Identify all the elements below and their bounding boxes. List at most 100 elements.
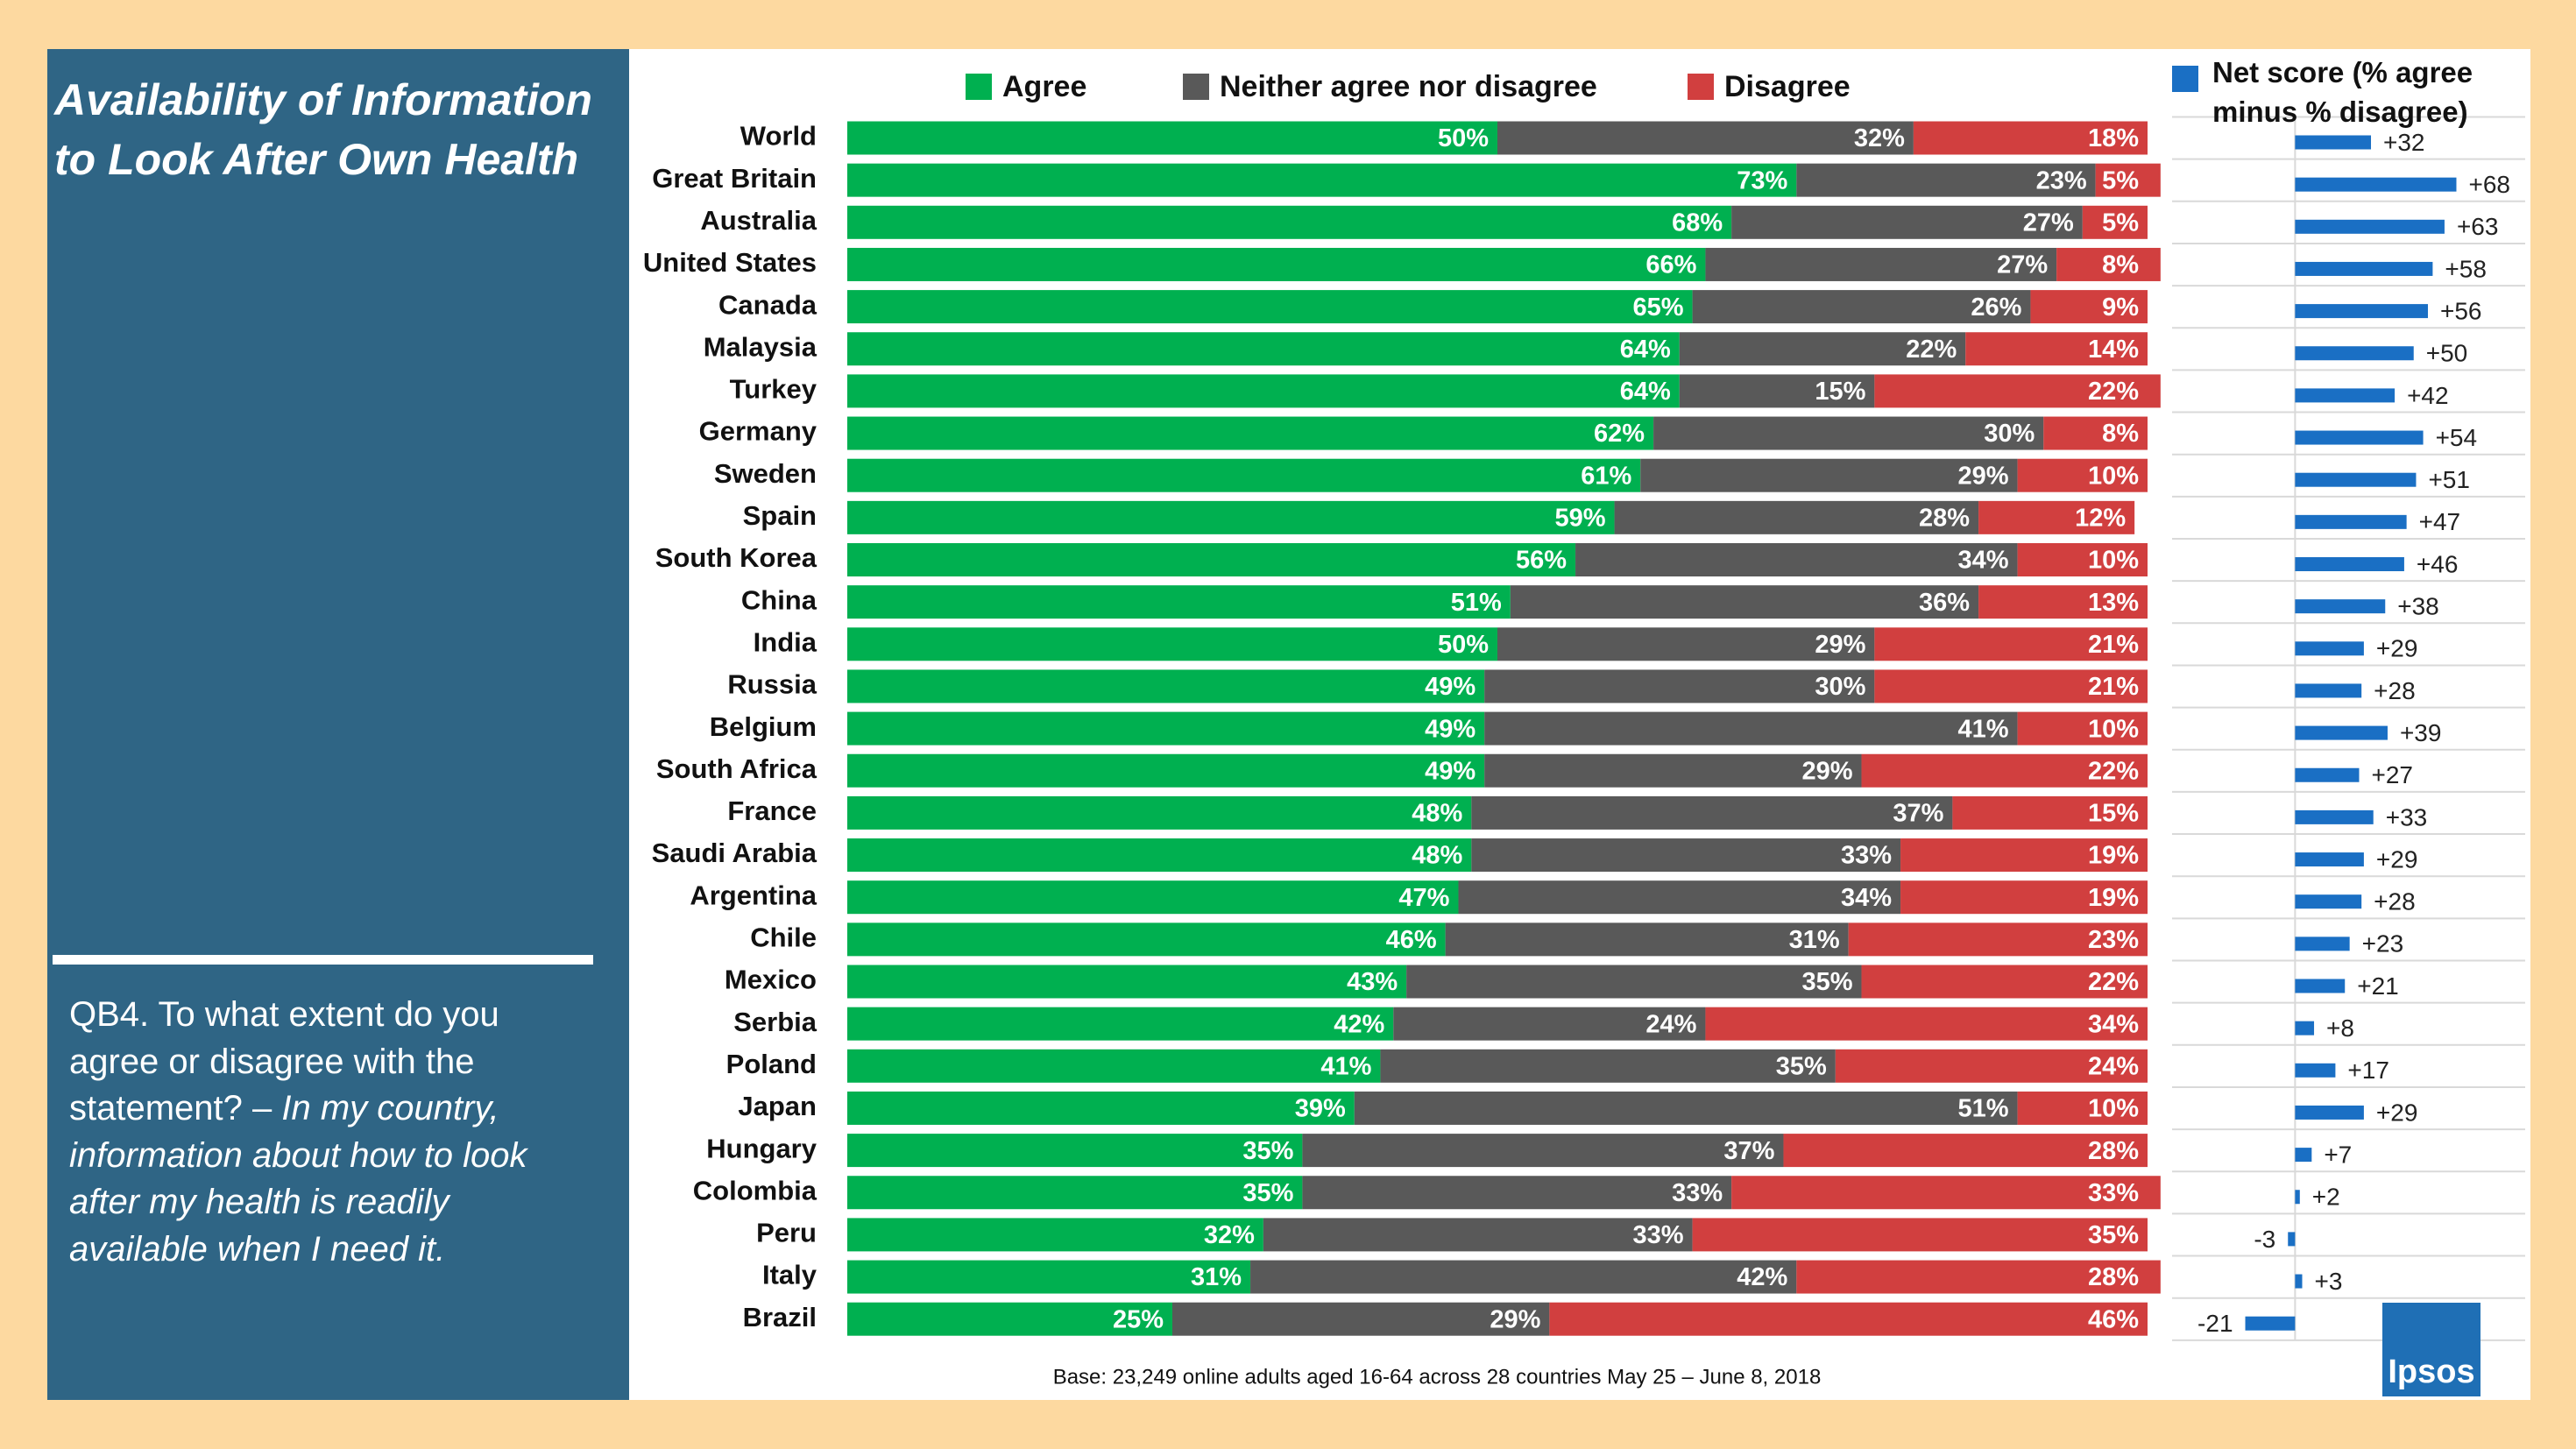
net-label: +7	[2324, 1141, 2352, 1168]
row-label: Saudi Arabia	[652, 838, 817, 868]
value-label: 29%	[1958, 462, 2009, 490]
value-label: 36%	[1919, 589, 1970, 617]
bar-segment	[847, 121, 1497, 155]
bar-segment	[1731, 1176, 2161, 1210]
value-label: 33%	[2088, 1179, 2139, 1207]
value-label: 28%	[1919, 505, 1970, 533]
net-bar	[2295, 430, 2424, 445]
value-label: 51%	[1958, 1095, 2009, 1123]
bar-segment	[1965, 332, 2148, 366]
bar-segment	[847, 163, 1797, 197]
net-bar	[2295, 599, 2386, 614]
net-bar	[2295, 979, 2346, 993]
net-label: +51	[2428, 466, 2470, 493]
net-label: +39	[2400, 719, 2442, 746]
bar-segment	[2095, 163, 2161, 197]
legend-swatch	[1688, 74, 1714, 100]
value-label: 62%	[1594, 420, 1645, 448]
bar-segment	[1484, 711, 2018, 746]
bar-segment	[847, 711, 1485, 746]
legend-swatch	[2172, 66, 2198, 92]
value-label: 66%	[1645, 251, 1696, 279]
value-label: 26%	[1971, 293, 2021, 322]
net-label: +21	[2357, 972, 2399, 1000]
net-bar	[2295, 1021, 2315, 1036]
bar-segment	[847, 1218, 1263, 1252]
legend-swatch	[966, 74, 992, 100]
value-label: 49%	[1425, 715, 1476, 743]
net-label: +42	[2407, 382, 2449, 409]
row-label: Brazil	[743, 1302, 817, 1332]
value-label: 8%	[2102, 251, 2139, 279]
value-label: 14%	[2088, 336, 2139, 364]
bar-segment	[2056, 247, 2161, 281]
value-label: 65%	[1633, 293, 1684, 322]
bar-segment	[847, 838, 1472, 873]
row-label: Hungary	[706, 1133, 817, 1163]
row-label: Russia	[727, 669, 817, 700]
value-label: 31%	[1191, 1263, 1242, 1291]
value-label: 35%	[2088, 1221, 2139, 1249]
value-label: 23%	[2036, 166, 2087, 194]
row-label: France	[727, 795, 817, 826]
bar-segment	[847, 1007, 1394, 1041]
bar-segment	[1497, 627, 1875, 661]
panel-title: Availability of Information to Look Afte…	[54, 75, 592, 184]
bar-segment	[847, 332, 1680, 366]
value-label: 31%	[1789, 926, 1840, 954]
bar-segment	[1978, 585, 2148, 619]
row-label: Sweden	[714, 458, 817, 489]
net-label: +33	[2386, 803, 2428, 831]
value-label: 29%	[1801, 757, 1852, 785]
value-label: 68%	[1672, 209, 1723, 237]
value-label: 49%	[1425, 673, 1476, 701]
net-score-title: Net score (% agree minus % disagree)	[2212, 56, 2473, 128]
net-bar	[2295, 557, 2404, 571]
net-bar	[2295, 346, 2414, 361]
bar-segment	[2017, 543, 2148, 576]
value-label: 39%	[1295, 1095, 1346, 1123]
value-label: 30%	[1815, 673, 1865, 701]
value-label: 24%	[2088, 1052, 2139, 1080]
bar-segment	[1731, 205, 2083, 239]
bar-segment	[847, 374, 1680, 408]
bar-segment	[1900, 880, 2148, 915]
bar-segment	[847, 458, 1641, 492]
value-label: 46%	[1386, 926, 1437, 954]
net-label: +3	[2314, 1268, 2342, 1295]
side-panel: Availability of Information to Look Afte…	[47, 49, 629, 1400]
net-bar	[2295, 1105, 2364, 1120]
value-label: 37%	[1893, 800, 1943, 828]
row-label: Great Britain	[652, 163, 817, 194]
value-label: 5%	[2102, 209, 2139, 237]
bar-segment	[847, 965, 1407, 999]
value-label: 48%	[1412, 800, 1462, 828]
bar-segment	[847, 627, 1497, 661]
bar-segment	[1549, 1302, 2148, 1336]
net-bar	[2295, 1190, 2300, 1205]
bar-segment	[1913, 121, 2148, 155]
value-label: 46%	[2088, 1305, 2139, 1333]
bar-segment	[1796, 1260, 2161, 1294]
bar-segment	[1445, 922, 1849, 957]
bar-segment	[1978, 500, 2135, 534]
value-label: 22%	[2088, 968, 2139, 996]
net-label: +29	[2376, 1099, 2418, 1126]
net-bar	[2295, 641, 2364, 656]
bar-segment	[847, 1302, 1172, 1336]
bar-segment	[847, 543, 1576, 576]
row-label: Colombia	[693, 1175, 817, 1205]
legend-swatch	[1183, 74, 1209, 100]
footnote: Base: 23,249 online adults aged 16-64 ac…	[1053, 1365, 1822, 1389]
net-bar	[2295, 1274, 2303, 1289]
row-label: Mexico	[725, 965, 817, 995]
bar-segment	[2017, 1091, 2148, 1125]
row-label: South Korea	[655, 542, 817, 573]
row-label: Spain	[743, 500, 817, 531]
net-bar	[2295, 937, 2350, 951]
net-bar	[2295, 388, 2396, 403]
bar-segment	[1575, 543, 2018, 576]
net-label: +56	[2440, 297, 2482, 324]
bar-segment	[1497, 121, 1914, 155]
